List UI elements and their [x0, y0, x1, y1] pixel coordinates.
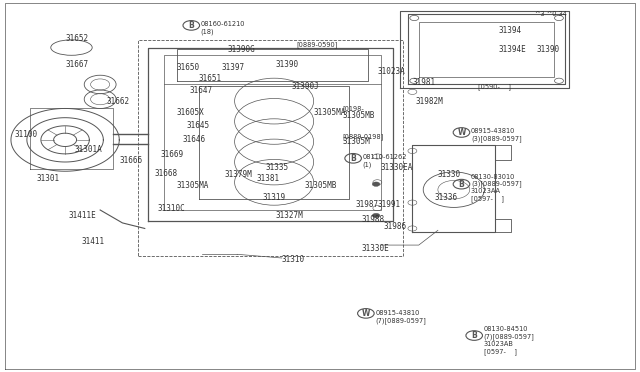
Text: 31305MA: 31305MA	[314, 108, 346, 117]
Text: 31667: 31667	[65, 60, 88, 69]
Text: ^3 ^0 34: ^3 ^0 34	[536, 11, 568, 17]
Text: 31605X: 31605X	[177, 108, 204, 117]
Text: B: B	[459, 180, 465, 189]
Text: 31666: 31666	[119, 155, 142, 165]
Text: B: B	[471, 331, 477, 340]
Text: 31301: 31301	[36, 174, 60, 183]
Text: 31647: 31647	[189, 86, 212, 94]
Text: 08130-84510
(7)[0889-0597]
31023AB
[0597-    ]: 08130-84510 (7)[0889-0597] 31023AB [0597…	[484, 326, 534, 355]
Text: 31394: 31394	[499, 26, 522, 35]
Text: B: B	[188, 21, 194, 30]
Text: 31651: 31651	[199, 74, 222, 83]
Text: 31305MB: 31305MB	[342, 111, 374, 121]
Text: 08130-83010
(3)[0889-0597]
31023AA
[0597-    ]: 08130-83010 (3)[0889-0597] 31023AA [0597…	[471, 174, 522, 202]
Text: 31310: 31310	[282, 255, 305, 264]
Text: 08915-43810
(3)[0889-0597]: 08915-43810 (3)[0889-0597]	[471, 128, 522, 142]
Text: 31100: 31100	[14, 130, 37, 139]
Text: 31379M: 31379M	[225, 170, 252, 179]
Text: [0198-: [0198-	[342, 105, 364, 112]
Text: 31305MA: 31305MA	[177, 182, 209, 190]
Text: 31394E: 31394E	[499, 45, 526, 54]
Text: B: B	[350, 154, 356, 163]
Text: 31411: 31411	[81, 237, 104, 246]
Text: 31336: 31336	[435, 193, 458, 202]
Text: 31982M: 31982M	[415, 97, 444, 106]
Text: 31390G: 31390G	[228, 45, 255, 54]
Text: 31668: 31668	[154, 169, 177, 177]
Text: 31397: 31397	[221, 63, 244, 72]
Text: 31650: 31650	[177, 63, 200, 72]
Text: 31310C: 31310C	[157, 203, 185, 213]
Text: 31301A: 31301A	[75, 145, 102, 154]
Circle shape	[372, 213, 380, 218]
Text: 31981: 31981	[412, 78, 436, 87]
Text: 31335: 31335	[266, 163, 289, 172]
Text: 31986: 31986	[384, 222, 407, 231]
Text: 31662: 31662	[106, 97, 130, 106]
Text: 31381: 31381	[256, 174, 280, 183]
Text: [0590-    ]: [0590- ]	[478, 83, 511, 90]
Text: 31991: 31991	[378, 200, 401, 209]
Text: 31305MB: 31305MB	[304, 182, 337, 190]
Text: 08915-43810
(7)[0889-0597]: 08915-43810 (7)[0889-0597]	[376, 310, 426, 324]
Text: 31330E: 31330E	[362, 244, 389, 253]
Text: 08110-61262
(1): 08110-61262 (1)	[363, 154, 407, 168]
Circle shape	[372, 182, 380, 186]
Text: 31305M: 31305M	[342, 137, 370, 146]
Text: 31669: 31669	[161, 150, 184, 159]
Text: 08160-61210
(18): 08160-61210 (18)	[201, 21, 245, 35]
Text: 31330: 31330	[438, 170, 461, 179]
Text: 31390: 31390	[537, 45, 560, 54]
Text: W: W	[457, 128, 466, 137]
Text: 31319: 31319	[262, 193, 286, 202]
Text: 31023A: 31023A	[378, 67, 405, 76]
Text: 31390J: 31390J	[291, 82, 319, 91]
Text: [0889-0198]: [0889-0198]	[342, 133, 383, 140]
Text: 31330EA: 31330EA	[381, 163, 413, 172]
Text: 31987: 31987	[355, 200, 378, 209]
Text: 31988: 31988	[362, 215, 385, 224]
Text: 31652: 31652	[65, 34, 88, 43]
Text: [0889-0590]: [0889-0590]	[296, 42, 338, 48]
Text: 31646: 31646	[183, 135, 206, 144]
Text: 31645: 31645	[186, 121, 209, 129]
Text: 31390: 31390	[275, 60, 298, 69]
Text: 31411E: 31411E	[68, 211, 96, 220]
Text: 31327M: 31327M	[275, 211, 303, 220]
Text: W: W	[362, 309, 370, 318]
